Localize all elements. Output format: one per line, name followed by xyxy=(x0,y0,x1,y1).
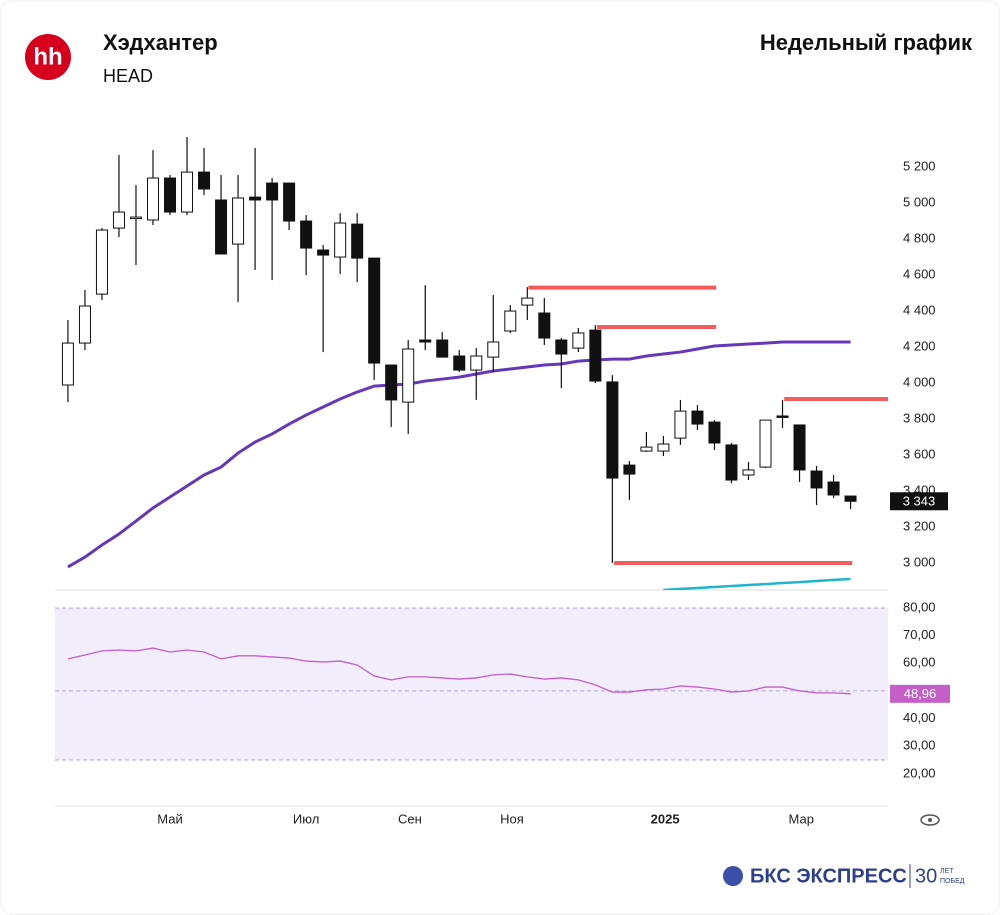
rsi-tick-label: 40,00 xyxy=(903,710,936,725)
candle-body xyxy=(725,444,738,481)
x-tick-label: Мар xyxy=(789,811,814,826)
ticker: HEAD xyxy=(103,66,153,86)
candle-body xyxy=(198,171,211,190)
candle-body xyxy=(266,182,279,201)
candle-body xyxy=(436,339,449,358)
years: 30 xyxy=(915,865,937,887)
candle-body xyxy=(300,220,313,249)
candle-body xyxy=(674,410,687,439)
years-word: ЛЕТ xyxy=(940,868,954,875)
rsi-tag xyxy=(890,684,950,703)
candle-body xyxy=(147,177,159,221)
x-tick-label: Май xyxy=(157,811,182,826)
candle-body xyxy=(572,332,585,349)
candle-body xyxy=(215,199,228,255)
candle-body xyxy=(402,348,415,403)
candle-body xyxy=(419,339,432,343)
rsi-tick-label: 80,00 xyxy=(903,599,936,614)
candle-body xyxy=(249,196,262,201)
y-tick-label: 3 200 xyxy=(903,518,936,533)
y-tick-label: 4 600 xyxy=(903,266,936,281)
candle-body xyxy=(521,297,534,306)
moving-average xyxy=(67,340,851,569)
candle-body xyxy=(351,223,364,259)
victory-word: ПОБЕД xyxy=(940,878,965,885)
candle-body xyxy=(317,249,330,256)
candle-body xyxy=(453,355,466,371)
candle-body xyxy=(844,495,857,502)
candle-body xyxy=(368,257,381,364)
candle-body xyxy=(95,229,108,295)
candle-body xyxy=(640,446,653,452)
candle-body xyxy=(385,364,398,401)
last-price-tag xyxy=(890,492,948,511)
rsi-tick-label: 60,00 xyxy=(903,655,936,670)
x-tick-label: Ноя xyxy=(500,811,524,826)
y-tick-label: 3 800 xyxy=(903,410,936,425)
y-tick-label: 4 200 xyxy=(903,338,936,353)
candle-body xyxy=(470,355,483,371)
candle-body xyxy=(810,470,823,489)
moving-average xyxy=(663,577,851,590)
candle-body xyxy=(181,171,194,213)
title: Хэдхантер xyxy=(103,30,218,55)
rsi-tick-label: 70,00 xyxy=(903,627,936,642)
candle-body xyxy=(589,329,602,382)
logo-text: hh xyxy=(33,43,62,70)
rsi-tag-label: 48,96 xyxy=(904,686,937,701)
candle-body xyxy=(657,443,670,452)
y-tick-label: 4 800 xyxy=(903,230,936,245)
y-tick-label: 4 400 xyxy=(903,302,936,317)
y-tick-label: 4 000 xyxy=(903,374,936,389)
candle-body xyxy=(606,381,619,479)
eye-icon xyxy=(920,814,940,826)
candle-body xyxy=(61,342,74,386)
brand-icon xyxy=(723,866,743,886)
subtitle: Недельный график xyxy=(760,30,973,55)
candle-body xyxy=(793,424,806,471)
y-tick-label: 5 000 xyxy=(903,194,936,209)
candle-body xyxy=(827,481,840,496)
x-tick-label: Сен xyxy=(398,811,422,826)
candle-body xyxy=(78,305,91,344)
brand: БКС ЭКСПРЕСС xyxy=(750,865,907,887)
candle-body xyxy=(112,211,125,229)
candle-body xyxy=(708,421,721,444)
candle-body xyxy=(776,415,789,418)
x-tick-label: 2025 xyxy=(651,811,680,826)
candle-body xyxy=(487,341,500,358)
price-plot xyxy=(61,136,888,590)
candle-body xyxy=(742,469,755,476)
y-tick-label: 3 600 xyxy=(903,446,936,461)
x-tick-label: Июл xyxy=(293,811,319,826)
candle-body xyxy=(232,197,245,245)
candle-body xyxy=(623,464,636,475)
candle-body xyxy=(164,177,177,213)
last-price-label: 3 343 xyxy=(903,494,936,509)
rsi-tick-label: 30,00 xyxy=(903,738,936,753)
candle-body xyxy=(283,182,296,222)
y-tick-label: 3 000 xyxy=(903,554,936,569)
y-tick-label: 5 200 xyxy=(903,158,936,173)
rsi-tick-label: 20,00 xyxy=(903,765,936,780)
candle-body xyxy=(691,410,704,425)
candle-body xyxy=(759,419,772,468)
candle-body xyxy=(334,222,347,258)
candle-body xyxy=(504,310,517,332)
rsi-band xyxy=(55,608,888,761)
logo xyxy=(25,34,71,80)
rsi-line xyxy=(67,647,851,695)
candle-body xyxy=(538,312,551,339)
candle-body xyxy=(555,339,568,355)
candle-body xyxy=(129,216,142,220)
